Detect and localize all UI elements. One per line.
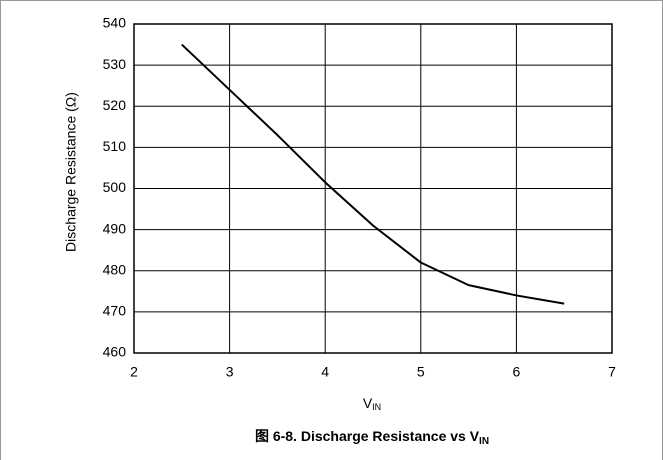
y-tick-label: 460 [103,344,127,360]
x-tick-label: 2 [130,364,138,380]
x-axis-label-sub: IN [372,402,381,412]
x-tick-label: 3 [226,364,234,380]
y-tick-label: 470 [103,303,127,319]
y-tick-label: 480 [103,261,127,277]
caption: 图 6-8. Discharge Resistance vs VIN [255,428,489,447]
x-tick-label: 5 [417,364,425,380]
caption-sub: IN [479,436,489,447]
y-tick-label: 520 [103,97,127,113]
x-tick-label: 6 [513,364,521,380]
y-tick-label: 530 [103,56,127,72]
y-tick-label: 500 [103,179,127,195]
x-axis-label-main: V [363,395,373,411]
y-tick-label: 490 [103,220,127,236]
y-axis-label: Discharge Resistance (Ω) [63,92,79,252]
data-line [181,43,565,305]
plot-border [133,23,613,354]
x-tick-label: 7 [608,364,616,380]
x-tick-label: 4 [321,364,329,380]
caption-main: 图 6-8. Discharge Resistance vs V [255,428,480,444]
y-tick-label: 540 [103,15,127,31]
x-axis-label: VIN [363,395,381,413]
y-tick-label: 510 [103,138,127,154]
